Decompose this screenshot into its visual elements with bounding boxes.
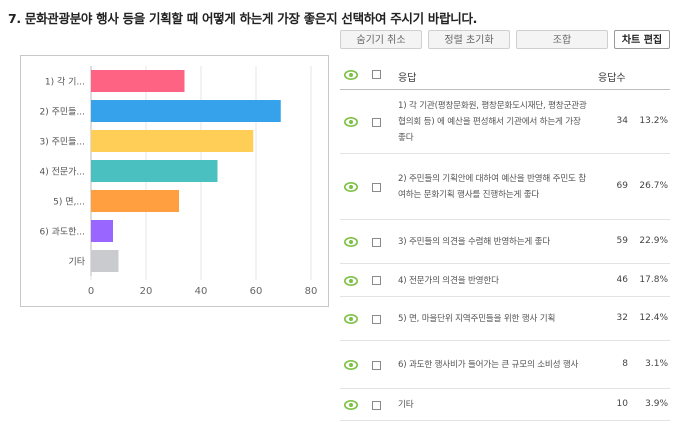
- response-count: 46: [616, 274, 628, 285]
- bar-chart: 0 20 40 60 80 1) 각 기... 2) 주민들... 3) 주민들... 4) 전…: [20, 55, 329, 307]
- response-percent: 26.7%: [639, 181, 668, 191]
- category-label: 5) 면,...: [53, 197, 85, 208]
- response-text: 기타: [398, 400, 414, 410]
- bar: [91, 250, 119, 272]
- chart-svg: 0 20 40 60 80 1) 각 기... 2) 주민들... 3) 주민들... 4) 전…: [39, 66, 318, 297]
- category-label: 6) 과도한...: [39, 227, 85, 238]
- eye-icon[interactable]: [344, 360, 358, 370]
- x-tick-label: 0: [88, 286, 94, 297]
- category-label: 1) 각 기...: [45, 76, 85, 88]
- bar: [91, 130, 254, 152]
- eye-icon[interactable]: [344, 275, 358, 286]
- select-all-checkbox[interactable]: [372, 70, 381, 79]
- response-percent: 17.8%: [639, 274, 668, 285]
- response-percent: 3.1%: [645, 359, 668, 369]
- response-text: 2) 주민들의 기획안에 대하여 예산을 반영해 주민도 참여하는 문화기획 행…: [398, 174, 586, 200]
- bar: [91, 100, 281, 122]
- toolbar: 숨기기 취소 정렬 초기화 조합 차트 편집: [340, 30, 670, 50]
- row-checkbox[interactable]: [372, 400, 381, 410]
- table-header: 응답 응답수: [340, 60, 670, 90]
- response-count: 10: [616, 399, 628, 409]
- combine-button[interactable]: 조합: [516, 30, 608, 49]
- row-checkbox[interactable]: [372, 314, 381, 324]
- response-count: 69: [616, 181, 628, 191]
- bar: [91, 70, 185, 92]
- row-checkbox[interactable]: [372, 117, 381, 127]
- question-title: 7. 문화관광분야 행사 등을 기획할 때 어떻게 하는게 가장 좋은지 선택하…: [8, 11, 478, 26]
- bar: [91, 220, 113, 242]
- hide-cancel-button[interactable]: 숨기기 취소: [340, 30, 422, 49]
- table-row[interactable]: 3) 주민들의 의견을 수렴해 반영하는게 좋다 59 22.9%: [340, 220, 670, 264]
- response-percent: 12.4%: [639, 313, 668, 323]
- table-row[interactable]: 5) 면, 마을단위 지역주민들을 위한 행사 기획 32 12.4%: [340, 297, 670, 341]
- edit-chart-button[interactable]: 차트 편집: [614, 30, 670, 49]
- x-tick-label: 20: [140, 286, 153, 297]
- eye-icon[interactable]: [344, 182, 358, 192]
- table-row[interactable]: 4) 전문가의 의견을 반영한다 46 17.8%: [340, 264, 670, 297]
- x-tick-label: 40: [195, 286, 208, 297]
- response-text: 1) 각 기관(평창문화원, 평창문화도시재단, 평창군관광협의회 등) 에 예…: [398, 101, 587, 143]
- eye-icon[interactable]: [344, 70, 358, 80]
- response-count: 32: [616, 313, 628, 323]
- table-row[interactable]: 1) 각 기관(평창문화원, 평창문화도시재단, 평창군관광협의회 등) 에 예…: [340, 90, 670, 154]
- response-count: 59: [616, 236, 628, 246]
- row-checkbox[interactable]: [372, 276, 381, 285]
- category-label: 기타: [68, 257, 85, 268]
- row-checkbox[interactable]: [372, 182, 381, 192]
- response-text: 4) 전문가의 의견을 반영한다: [398, 275, 499, 286]
- response-percent: 22.9%: [639, 236, 668, 246]
- category-label: 4) 전문가...: [39, 167, 85, 178]
- x-tick-label: 80: [305, 286, 318, 297]
- response-percent: 3.9%: [645, 399, 668, 409]
- response-count: 34: [616, 116, 628, 126]
- response-text: 3) 주민들의 의견을 수렴해 반영하는게 좋다: [398, 237, 551, 247]
- bar: [91, 160, 218, 182]
- eye-icon[interactable]: [344, 237, 358, 247]
- table-row[interactable]: 6) 과도한 행사비가 들어가는 큰 규모의 소비성 행사 8 3.1%: [340, 341, 670, 389]
- category-label: 3) 주민들...: [39, 137, 85, 148]
- eye-icon[interactable]: [344, 400, 358, 410]
- table-row[interactable]: 기타 10 3.9%: [340, 389, 670, 421]
- reset-sort-button[interactable]: 정렬 초기화: [428, 30, 510, 49]
- response-text: 6) 과도한 행사비가 들어가는 큰 규모의 소비성 행사: [398, 360, 579, 370]
- row-checkbox[interactable]: [372, 237, 381, 247]
- category-label: 2) 주민들...: [39, 107, 85, 118]
- header-count[interactable]: 응답수: [598, 73, 626, 84]
- eye-icon[interactable]: [344, 314, 358, 324]
- bar: [91, 190, 179, 212]
- response-text: 5) 면, 마을단위 지역주민들을 위한 행사 기획: [398, 314, 556, 324]
- table-row[interactable]: 2) 주민들의 기획안에 대하여 예산을 반영해 주민도 참여하는 문화기획 행…: [340, 154, 670, 220]
- response-percent: 13.2%: [639, 116, 668, 126]
- header-response[interactable]: 응답: [398, 73, 417, 84]
- x-tick-label: 60: [250, 286, 263, 297]
- eye-icon[interactable]: [344, 117, 358, 127]
- row-checkbox[interactable]: [372, 360, 381, 370]
- response-count: 8: [622, 359, 628, 369]
